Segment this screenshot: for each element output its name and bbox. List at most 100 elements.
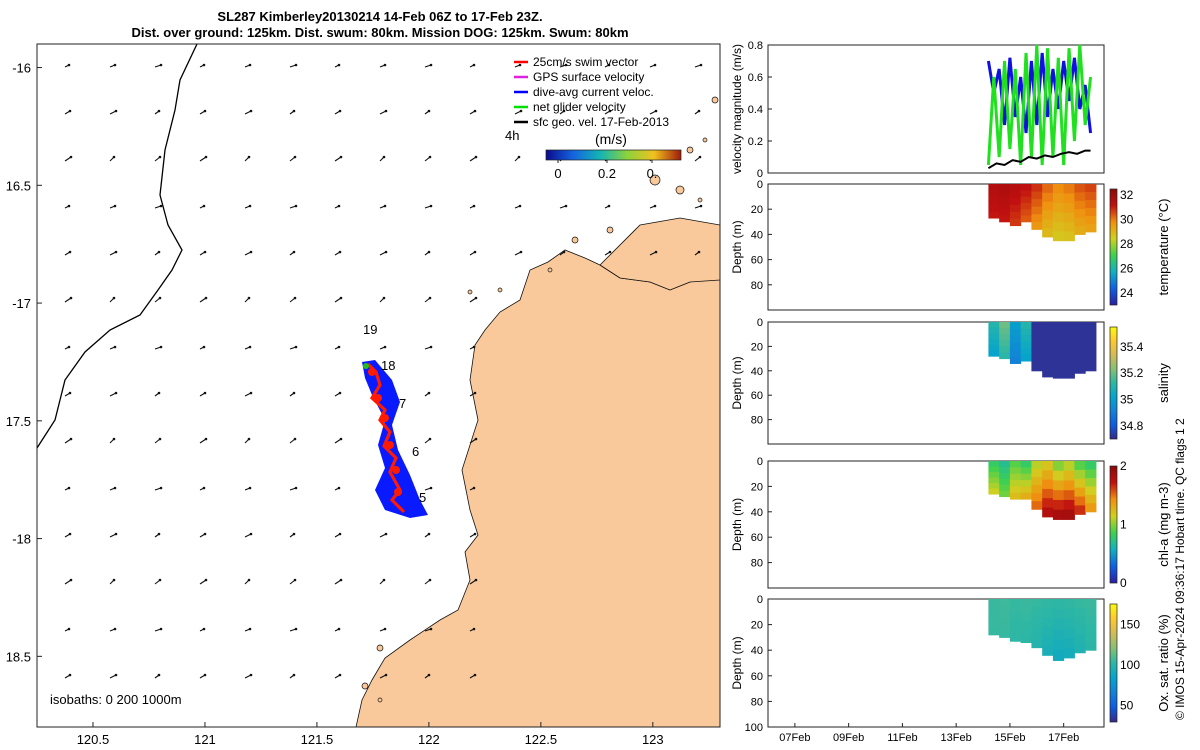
legend-label: dive-avg current veloc. — [533, 85, 654, 99]
current-vector-head — [337, 63, 341, 67]
current-vector-head — [384, 532, 388, 536]
surface-fix — [394, 488, 402, 496]
current-vector-head — [607, 63, 611, 67]
current-vector-head — [68, 250, 72, 254]
current-vector-head — [249, 673, 253, 677]
current-vector-head — [383, 63, 387, 67]
current-vector-head — [114, 109, 118, 113]
isobath-line — [37, 44, 198, 449]
current-vector-head — [68, 109, 72, 113]
current-vector-head — [249, 532, 253, 536]
current-vector-head — [472, 486, 476, 490]
island — [571, 236, 579, 244]
current-vector-head — [429, 63, 433, 67]
current-vector-head — [158, 578, 162, 582]
colorbar-tick-label: 0.2 — [598, 166, 616, 181]
surface-fix — [374, 394, 382, 402]
glider-start-marker — [363, 363, 369, 369]
current-vector-head — [472, 204, 476, 208]
current-vector-head — [429, 486, 433, 490]
map-xtick-label: 121 — [194, 732, 216, 747]
current-vector-head — [159, 486, 163, 490]
legend-label: net glider velocity — [533, 100, 626, 114]
current-vector-head — [68, 532, 72, 536]
current-vector-head — [204, 437, 208, 441]
current-vector-head — [564, 63, 568, 67]
island — [686, 146, 694, 154]
current-vector-head — [382, 296, 386, 300]
current-vector-head — [249, 391, 253, 395]
current-vector-head — [204, 578, 208, 582]
map-axes-frame — [36, 43, 721, 728]
current-vector-head — [69, 155, 73, 159]
current-vector-head — [113, 345, 117, 349]
speed-colorbar-scale — [545, 149, 682, 161]
current-vector-head — [67, 63, 71, 67]
current-vector-head — [338, 109, 342, 113]
current-vector-head — [294, 486, 298, 490]
current-vector-head — [517, 155, 521, 159]
day-label: 19 — [363, 322, 377, 337]
current-vector-head — [474, 578, 478, 582]
island — [547, 267, 553, 273]
current-vector-head — [292, 673, 296, 677]
current-vector-head — [203, 673, 207, 677]
current-vector-head — [292, 109, 296, 113]
current-vector-head — [203, 109, 207, 113]
current-vector-head — [69, 578, 73, 582]
current-vector-head — [473, 391, 477, 395]
island — [649, 174, 661, 186]
current-vector-head — [472, 63, 476, 67]
current-vector-head — [474, 437, 478, 441]
current-vector-head — [204, 296, 208, 300]
current-vector-head — [473, 673, 477, 677]
current-vector-head — [427, 250, 431, 254]
current-vector-head — [474, 155, 478, 159]
current-vector-head — [608, 250, 612, 254]
current-vector-head — [247, 437, 251, 441]
current-vector-head — [113, 486, 117, 490]
current-vector-head — [204, 155, 208, 159]
copyright-note: © IMOS 15-Apr-2024 09:36:17 Hobart time.… — [1173, 418, 1187, 720]
current-vector-head — [249, 109, 253, 113]
current-vector-head — [383, 204, 387, 208]
day-label: 4h — [505, 128, 519, 143]
current-vector-head — [292, 250, 296, 254]
current-vector-head — [473, 109, 477, 113]
current-vector-head — [698, 155, 702, 159]
current-vector-head — [294, 345, 298, 349]
current-vector-head — [338, 250, 342, 254]
current-vector-head — [653, 63, 657, 67]
current-vector-head — [473, 250, 477, 254]
current-vector-head — [339, 578, 343, 582]
current-vector-head — [202, 486, 206, 490]
current-vector-head — [654, 109, 658, 113]
current-vector-head — [112, 296, 116, 300]
current-vector-head — [158, 296, 162, 300]
current-vector-head — [697, 250, 701, 254]
surface-fix — [392, 466, 400, 474]
map-ytick-label: 18.5 — [6, 649, 31, 664]
island — [606, 226, 614, 234]
current-vector-head — [112, 155, 116, 159]
current-vector-head — [67, 486, 71, 490]
isobath-label: isobaths: 0 200 1000m — [50, 692, 182, 707]
map-ytick-label: -18 — [12, 532, 31, 547]
island — [467, 289, 473, 295]
current-vector-head — [518, 63, 522, 67]
current-vector-head — [113, 63, 117, 67]
map-xtick-label: 123 — [642, 732, 664, 747]
current-vector-head — [157, 250, 161, 254]
legend-label: 25cm/s swim vector — [533, 55, 638, 69]
colorbar-unit: (m/s) — [595, 131, 627, 147]
current-vector-head — [248, 63, 252, 67]
current-vector-head — [654, 250, 658, 254]
current-vector-head — [699, 204, 703, 208]
day-label: 5 — [419, 490, 426, 505]
current-vector-head — [67, 345, 71, 349]
current-vector-head — [293, 578, 297, 582]
current-vector-head — [383, 627, 387, 631]
current-vector-head — [293, 437, 297, 441]
current-vector-head — [249, 250, 253, 254]
